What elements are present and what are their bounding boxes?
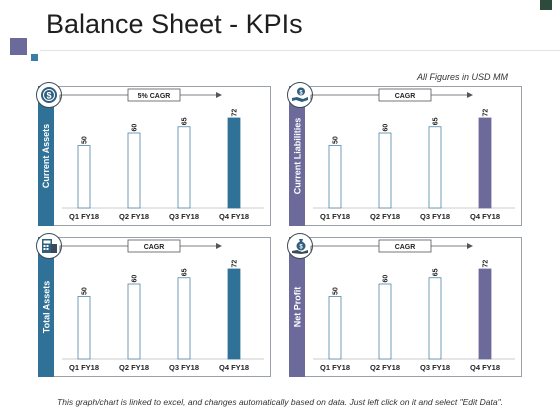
bar <box>77 296 91 360</box>
decor-square-small <box>31 54 38 61</box>
x-tick-label: Q2 FY18 <box>370 363 400 372</box>
title-divider <box>40 50 560 51</box>
cagr-label: 5% CAGR <box>138 93 171 100</box>
cagr-label: CAGR <box>395 93 416 100</box>
data-label: 60 <box>132 275 139 283</box>
footer-note: This graph/chart is linked to excel, and… <box>57 397 503 407</box>
panel-net-profit: Net Profit $ CAGR 50 Q1 FY18 60 Q2 FY18 65 Q3 FY… <box>287 233 522 377</box>
x-tick-label: Q2 FY18 <box>119 363 149 372</box>
bar-chart: CAGR 50 Q1 FY18 60 Q2 FY18 65 Q3 FY18 72 Q4 FY18 <box>310 88 515 221</box>
bar <box>478 117 492 209</box>
panel-current-liabilities: Current Liabilities $ CAGR 50 Q1 FY18 60 Q2 FY… <box>287 82 522 226</box>
bar <box>227 117 241 209</box>
x-tick-label: Q3 FY18 <box>169 363 199 372</box>
data-label: 60 <box>383 124 390 132</box>
data-label: 65 <box>433 117 440 125</box>
bar-chart: CAGR 50 Q1 FY18 60 Q2 FY18 65 Q3 FY18 72 Q4 FY18 <box>310 239 515 372</box>
bar-chart: 5% CAGR 50 Q1 FY18 60 Q2 FY18 65 Q3 FY18 72 Q4 F… <box>59 88 264 221</box>
bar <box>177 126 191 209</box>
bar <box>378 283 392 360</box>
data-label: 50 <box>333 136 340 144</box>
x-tick-label: Q3 FY18 <box>169 212 199 221</box>
panel-side-bar <box>289 86 305 226</box>
cagr-box <box>378 88 432 102</box>
data-label: 50 <box>82 136 89 144</box>
x-tick-label: Q4 FY18 <box>219 363 249 372</box>
bar <box>378 132 392 209</box>
cagr-arrowhead <box>467 243 473 249</box>
x-tick-label: Q3 FY18 <box>420 363 450 372</box>
x-tick-label: Q4 FY18 <box>470 363 500 372</box>
panel-side-bar <box>38 86 54 226</box>
bar-chart: CAGR 50 Q1 FY18 60 Q2 FY18 65 Q3 FY18 72 Q4 FY18 <box>59 239 264 372</box>
data-label: 72 <box>483 260 490 268</box>
data-label: 50 <box>82 287 89 295</box>
panel-total-assets: Total Assets CAGR 50 Q1 FY18 60 Q2 FY18 65 Q3 F… <box>36 233 271 377</box>
x-tick-label: Q1 FY18 <box>320 212 350 221</box>
x-tick-label: Q3 FY18 <box>420 212 450 221</box>
data-label: 72 <box>232 260 239 268</box>
cagr-label: CAGR <box>395 244 416 251</box>
corner-accent-right <box>540 0 552 10</box>
svg-text:$: $ <box>299 245 303 251</box>
cagr-box <box>378 239 432 253</box>
x-tick-label: Q4 FY18 <box>219 212 249 221</box>
bar <box>127 283 141 360</box>
units-note: All Figures in USD MM <box>416 72 508 82</box>
bar <box>328 145 342 209</box>
bar <box>428 126 442 209</box>
cagr-arrowhead <box>216 243 222 249</box>
x-tick-label: Q2 FY18 <box>370 212 400 221</box>
panel-side-bar <box>289 237 305 377</box>
x-tick-label: Q2 FY18 <box>119 212 149 221</box>
bar <box>227 268 241 360</box>
cagr-box <box>127 88 181 102</box>
bar <box>77 145 91 209</box>
cagr-arrowhead <box>216 92 222 98</box>
data-label: 60 <box>383 275 390 283</box>
data-label: 72 <box>232 109 239 117</box>
cagr-arrowhead <box>467 92 473 98</box>
data-label: 50 <box>333 287 340 295</box>
x-tick-label: Q1 FY18 <box>320 363 350 372</box>
data-label: 72 <box>483 109 490 117</box>
x-tick-label: Q4 FY18 <box>470 212 500 221</box>
bar <box>177 277 191 360</box>
bar <box>127 132 141 209</box>
bar <box>428 277 442 360</box>
panel-side-bar <box>38 237 54 377</box>
dollar-coin-icon: $ <box>36 82 62 108</box>
x-tick-label: Q1 FY18 <box>69 212 99 221</box>
data-label: 65 <box>182 117 189 125</box>
svg-text:$: $ <box>46 91 51 101</box>
data-label: 65 <box>433 268 440 276</box>
corner-accent-left <box>0 0 12 10</box>
x-tick-label: Q1 FY18 <box>69 363 99 372</box>
cagr-label: CAGR <box>144 244 165 251</box>
data-label: 60 <box>132 124 139 132</box>
decor-square-large <box>10 38 27 55</box>
cagr-box <box>127 239 181 253</box>
bar <box>478 268 492 360</box>
money-hand-icon: $ <box>287 82 313 108</box>
panel-current-assets: Current Assets $5% CAGR 50 Q1 FY18 60 Q2 FY18… <box>36 82 271 226</box>
calculator-icon <box>36 233 62 259</box>
data-label: 65 <box>182 268 189 276</box>
page-title: Balance Sheet - KPIs <box>46 9 303 39</box>
bar <box>328 296 342 360</box>
svg-text:$: $ <box>299 90 303 96</box>
